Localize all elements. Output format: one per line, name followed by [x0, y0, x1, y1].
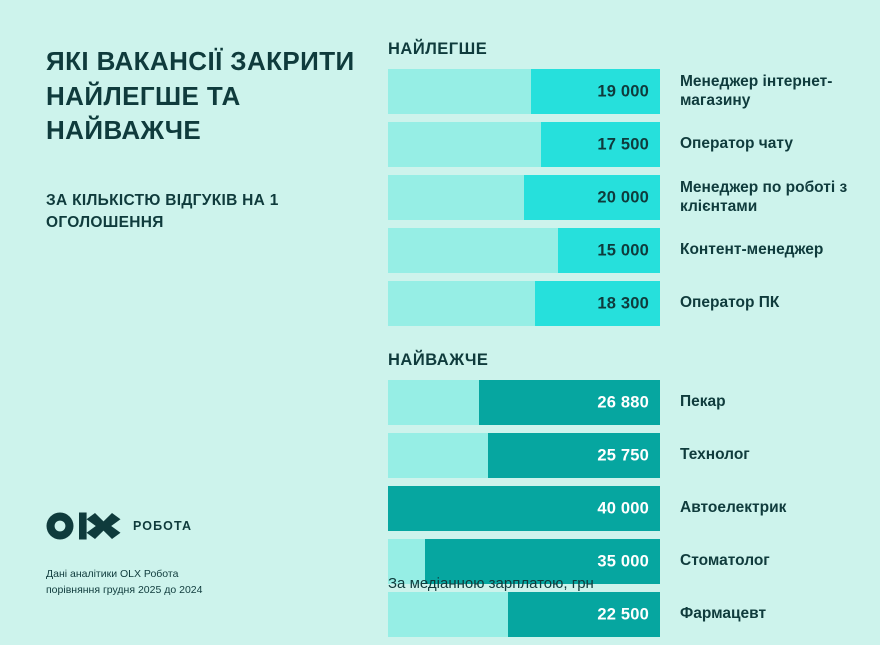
bar-fill	[488, 433, 660, 478]
bar-track: 25 750	[388, 433, 660, 478]
credits-line-2: порівняння грудня 2025 до 2024	[46, 583, 203, 596]
left-panel: ЯКІ ВАКАНСІЇ ЗАКРИТИ НАЙЛЕГШЕ ТА НАЙВАЖЧ…	[46, 44, 356, 234]
bar-row: 40 000 Автоелектрик	[388, 486, 858, 531]
bar-label: Пекар	[680, 393, 726, 411]
bar-value: 20 000	[597, 188, 649, 206]
bar-track: 19 000	[388, 69, 660, 114]
logo-wordmark: РОБОТА	[133, 519, 193, 533]
bar-label: Фармацевт	[680, 605, 767, 623]
bar-row: 18 300 Оператор ПК	[388, 281, 858, 326]
bar-label: Технолог	[680, 446, 750, 464]
bar-fill	[425, 539, 660, 584]
page-title: ЯКІ ВАКАНСІЇ ЗАКРИТИ НАЙЛЕГШЕ ТА НАЙВАЖЧ…	[46, 46, 355, 146]
bar-fill	[478, 380, 660, 425]
bar-value: 19 000	[597, 82, 649, 100]
bar-row: 17 500 Оператор чату	[388, 122, 858, 167]
infographic-page: ЯКІ ВАКАНСІЇ ЗАКРИТИ НАЙЛЕГШЕ ТА НАЙВАЖЧ…	[46, 40, 847, 637]
bar-value: 15 000	[597, 241, 649, 259]
bar-value: 35 000	[597, 552, 649, 570]
bar-fill	[388, 486, 660, 531]
bar-label: Менеджер інтернет-магазину	[680, 72, 833, 109]
bar-row: 26 880 Пекар	[388, 380, 858, 425]
bar-track: 20 000	[388, 175, 660, 220]
bar-track: 15 000	[388, 228, 660, 273]
section-title-easiest: НАЙЛЕГШЕ	[388, 40, 488, 58]
logo-block: РОБОТА Дані аналітики OLX Робота порівня…	[46, 512, 202, 599]
bar-value: 26 880	[597, 393, 649, 411]
olx-logo-icon	[46, 512, 121, 540]
bar-value: 18 300	[597, 294, 649, 312]
bar-row: 19 000 Менеджер інтернет-магазину	[388, 69, 858, 114]
chart: НАЙЛЕГШЕ 19 000 Менеджер інтернет-магази…	[388, 40, 858, 645]
bar-value: 22 500	[597, 605, 649, 623]
bar-label: Стоматолог	[680, 552, 770, 570]
bar-track: 18 300	[388, 281, 660, 326]
chart-section-hardest: НАЙВАЖЧЕ 26 880 Пекар 25 750 Технолог	[388, 351, 858, 637]
chart-section-easiest: НАЙЛЕГШЕ 19 000 Менеджер інтернет-магази…	[388, 40, 858, 326]
bar-track: 35 000	[388, 539, 660, 584]
bar-track: 22 500	[388, 592, 660, 637]
bar-rows-hardest: 26 880 Пекар 25 750 Технолог 40 000	[388, 380, 858, 637]
bar-fill	[524, 175, 660, 220]
bar-track: 17 500	[388, 122, 660, 167]
bar-row: 20 000 Менеджер по роботі з клієнтами	[388, 175, 858, 220]
bar-fill	[531, 69, 660, 114]
bar-value: 25 750	[597, 446, 649, 464]
bar-row: 35 000 Стоматолог	[388, 539, 858, 584]
bar-label: Оператор чату	[680, 135, 793, 153]
bar-track: 26 880	[388, 380, 660, 425]
logo-row: РОБОТА	[46, 512, 202, 540]
bar-fill	[558, 228, 660, 273]
bar-fill	[535, 281, 660, 326]
bar-row: 15 000 Контент-менеджер	[388, 228, 858, 273]
bar-label: Менеджер по роботі з клієнтами	[680, 178, 848, 215]
bar-track: 40 000	[388, 486, 660, 531]
bar-fill	[540, 122, 660, 167]
bar-label: Оператор ПК	[680, 294, 780, 312]
bar-value: 17 500	[597, 135, 649, 153]
bar-label: Контент-менеджер	[680, 241, 824, 259]
bar-rows-easiest: 19 000 Менеджер інтернет-магазину 17 500…	[388, 69, 858, 326]
chart-caption: За медіанною зарплатою, грн	[388, 575, 594, 592]
bar-value: 40 000	[597, 499, 649, 517]
bar-row: 25 750 Технолог	[388, 433, 858, 478]
credits: Дані аналітики OLX Робота порівняння гру…	[46, 567, 202, 599]
bar-label: Автоелектрик	[680, 499, 787, 517]
bar-row: 22 500 Фармацевт	[388, 592, 858, 637]
page-subtitle: ЗА КІЛЬКІСТЮ ВІДГУКІВ НА 1 ОГОЛОШЕННЯ	[46, 191, 279, 231]
credits-line-1: Дані аналітики OLX Робота	[46, 568, 179, 580]
section-title-hardest: НАЙВАЖЧЕ	[388, 351, 489, 369]
